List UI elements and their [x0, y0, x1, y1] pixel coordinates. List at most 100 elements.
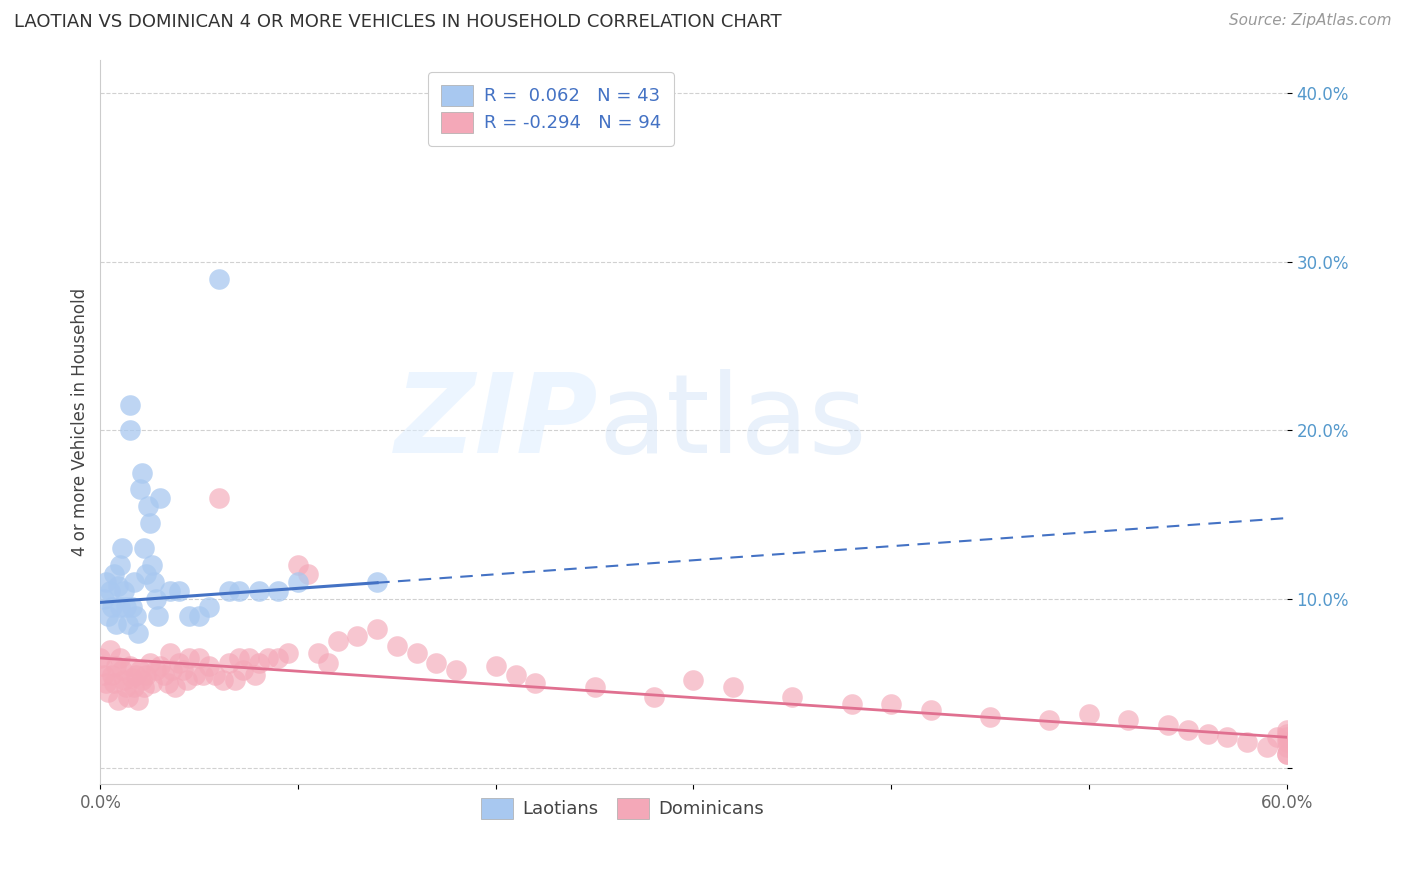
Point: [1256, 740, 1278, 755]
Point: [152, 668, 174, 682]
Point: [208, 271, 231, 285]
Point: [117, 690, 139, 704]
Point: [1118, 714, 1140, 728]
Point: [204, 668, 226, 682]
Point: [184, 668, 207, 682]
Point: [103, 676, 125, 690]
Point: [149, 491, 172, 505]
Point: [583, 680, 606, 694]
Point: [112, 583, 135, 598]
Point: [228, 583, 250, 598]
Point: [141, 676, 163, 690]
Point: [101, 600, 124, 615]
Point: [920, 703, 942, 717]
Point: [135, 566, 157, 581]
Point: [128, 483, 150, 497]
Point: [93, 668, 115, 682]
Point: [128, 663, 150, 677]
Point: [115, 600, 138, 615]
Point: [1265, 730, 1288, 744]
Point: [103, 566, 125, 581]
Text: ZIP: ZIP: [395, 368, 599, 475]
Point: [267, 651, 290, 665]
Point: [208, 491, 231, 505]
Point: [132, 541, 155, 556]
Point: [160, 663, 183, 677]
Point: [1275, 723, 1298, 738]
Point: [287, 558, 309, 573]
Point: [118, 424, 141, 438]
Point: [385, 639, 408, 653]
Point: [127, 693, 149, 707]
Text: LAOTIAN VS DOMINICAN 4 OR MORE VEHICLES IN HOUSEHOLD CORRELATION CHART: LAOTIAN VS DOMINICAN 4 OR MORE VEHICLES …: [14, 13, 782, 31]
Point: [96, 676, 118, 690]
Point: [135, 668, 157, 682]
Point: [111, 663, 134, 677]
Point: [1275, 727, 1298, 741]
Point: [1275, 740, 1298, 755]
Point: [159, 646, 181, 660]
Point: [1275, 735, 1298, 749]
Point: [89, 651, 111, 665]
Point: [346, 629, 368, 643]
Point: [366, 623, 388, 637]
Point: [121, 671, 143, 685]
Point: [97, 608, 120, 623]
Point: [247, 656, 270, 670]
Point: [1038, 714, 1060, 728]
Point: [316, 656, 339, 670]
Point: [107, 578, 129, 592]
Point: [643, 690, 665, 704]
Point: [721, 680, 744, 694]
Point: [98, 583, 121, 598]
Point: [91, 659, 114, 673]
Point: [224, 673, 246, 687]
Point: [1216, 730, 1239, 744]
Point: [111, 541, 134, 556]
Point: [131, 673, 153, 687]
Point: [841, 697, 863, 711]
Point: [191, 668, 214, 682]
Y-axis label: 4 or more Vehicles in Household: 4 or more Vehicles in Household: [72, 288, 89, 556]
Point: [243, 668, 266, 682]
Point: [169, 583, 191, 598]
Point: [145, 663, 167, 677]
Point: [1236, 735, 1258, 749]
Point: [141, 558, 163, 573]
Point: [228, 651, 250, 665]
Point: [218, 583, 240, 598]
Point: [979, 710, 1001, 724]
Point: [1077, 706, 1099, 721]
Point: [169, 656, 191, 670]
Point: [444, 663, 467, 677]
Point: [1275, 747, 1298, 761]
Point: [218, 656, 240, 670]
Point: [96, 575, 118, 590]
Text: atlas: atlas: [599, 368, 868, 475]
Point: [179, 651, 201, 665]
Point: [125, 668, 148, 682]
Point: [105, 659, 128, 673]
Point: [198, 600, 221, 615]
Point: [139, 656, 162, 670]
Point: [366, 575, 388, 590]
Point: [108, 558, 131, 573]
Point: [101, 668, 124, 682]
Point: [326, 634, 349, 648]
Point: [97, 684, 120, 698]
Point: [188, 651, 211, 665]
Point: [198, 659, 221, 673]
Point: [782, 690, 804, 704]
Point: [176, 673, 198, 687]
Point: [287, 575, 309, 590]
Point: [277, 646, 299, 660]
Point: [112, 673, 135, 687]
Point: [257, 651, 280, 665]
Point: [115, 680, 138, 694]
Point: [142, 575, 165, 590]
Point: [93, 592, 115, 607]
Text: Source: ZipAtlas.com: Source: ZipAtlas.com: [1229, 13, 1392, 29]
Point: [127, 625, 149, 640]
Point: [118, 659, 141, 673]
Point: [1275, 730, 1298, 744]
